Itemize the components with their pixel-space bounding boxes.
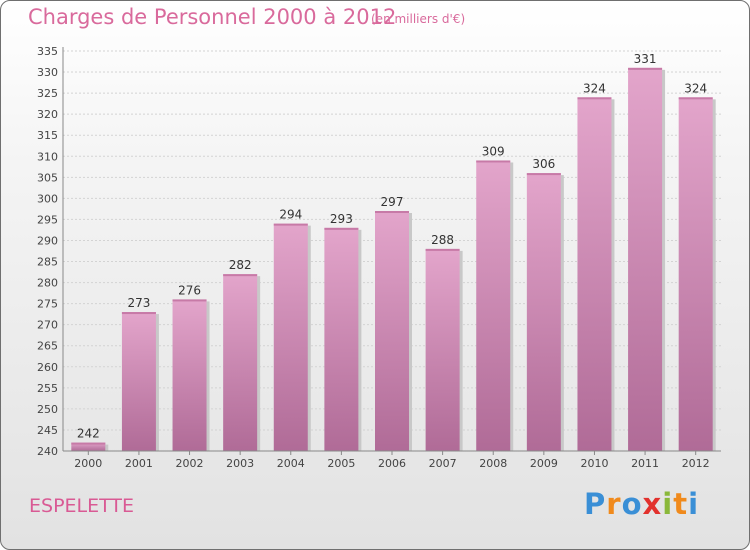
- logo-letter: i: [662, 487, 674, 521]
- y-tick-label: 295: [37, 213, 58, 226]
- x-tick-label: 2009: [530, 457, 558, 470]
- bar-top-edge: [628, 67, 663, 70]
- x-tick-label: 2006: [378, 457, 406, 470]
- bar-2009: [526, 173, 561, 451]
- y-tick-label: 270: [37, 319, 58, 332]
- x-tick-label: 2001: [125, 457, 153, 470]
- x-tick-label: 2008: [479, 457, 507, 470]
- y-tick-label: 290: [37, 234, 58, 247]
- y-tick-label: 310: [37, 150, 58, 163]
- x-tick-label: 2000: [74, 457, 102, 470]
- bar-top-edge: [121, 312, 156, 315]
- data-label: 242: [77, 427, 100, 441]
- data-label: 324: [684, 81, 707, 95]
- x-tick-label: 2011: [631, 457, 659, 470]
- logo-letter: x: [642, 487, 663, 521]
- logo-letter: P: [584, 487, 607, 521]
- bar-top-edge: [678, 97, 713, 100]
- logo-letter: o: [621, 487, 643, 521]
- y-tick-label: 320: [37, 108, 58, 121]
- bar-2002: [172, 299, 207, 451]
- data-label: 276: [178, 283, 201, 297]
- bar-top-edge: [476, 160, 511, 163]
- bar-2007: [425, 248, 460, 451]
- y-tick-label: 330: [37, 66, 58, 79]
- data-label: 293: [330, 212, 353, 226]
- bar-top-edge: [273, 223, 308, 226]
- x-tick-label: 2010: [580, 457, 608, 470]
- data-label: 309: [482, 144, 505, 158]
- bar-top-edge: [223, 274, 258, 277]
- bar-2004: [273, 223, 308, 451]
- y-tick-label: 265: [37, 340, 58, 353]
- y-tick-label: 250: [37, 403, 58, 416]
- y-tick-label: 305: [37, 171, 58, 184]
- x-tick-label: 2007: [429, 457, 457, 470]
- bar-2008: [476, 160, 511, 451]
- data-label: 273: [127, 296, 150, 310]
- y-tick-label: 285: [37, 256, 58, 269]
- chart-subtitle: (en milliers d'€): [371, 12, 466, 26]
- y-tick-label: 300: [37, 192, 58, 205]
- bar-2011: [628, 67, 663, 451]
- bar-top-edge: [324, 227, 359, 230]
- data-label: 297: [381, 195, 404, 209]
- logo-letter: i: [688, 487, 700, 521]
- data-label: 324: [583, 81, 606, 95]
- data-label: 294: [279, 208, 302, 222]
- y-tick-label: 325: [37, 87, 58, 100]
- y-tick-label: 335: [37, 45, 58, 58]
- bar-2000: [71, 442, 106, 451]
- bar-top-edge: [71, 442, 106, 445]
- x-tick-label: 2002: [176, 457, 204, 470]
- y-tick-label: 280: [37, 277, 58, 290]
- x-tick-label: 2012: [682, 457, 710, 470]
- y-tick-label: 260: [37, 361, 58, 374]
- bar-top-edge: [425, 248, 460, 251]
- bar-2001: [121, 312, 156, 451]
- logo-letter: r: [606, 487, 622, 521]
- x-tick-label: 2005: [327, 457, 355, 470]
- chart-title: Charges de Personnel 2000 à 2012: [28, 5, 397, 29]
- bar-2012: [678, 97, 713, 451]
- y-tick-label: 245: [37, 424, 58, 437]
- data-label: 306: [532, 157, 555, 171]
- x-tick-label: 2003: [226, 457, 254, 470]
- y-tick-label: 240: [37, 445, 58, 458]
- bar-2006: [375, 211, 409, 451]
- data-label: 288: [431, 233, 454, 247]
- y-tick-label: 315: [37, 129, 58, 142]
- logo-letter: t: [673, 487, 689, 521]
- x-tick-label: 2004: [277, 457, 305, 470]
- bar-top-edge: [172, 299, 207, 302]
- data-label: 282: [229, 258, 252, 272]
- bar-2005: [324, 227, 359, 451]
- bar-top-edge: [375, 211, 409, 213]
- location-name: ESPELETTE: [29, 495, 135, 517]
- bar-2003: [223, 274, 258, 451]
- bar-top-edge: [526, 173, 561, 176]
- proxiti-logo: Proxiti: [584, 487, 699, 521]
- bar-top-edge: [577, 97, 612, 100]
- y-tick-label: 275: [37, 298, 58, 311]
- data-label: 331: [634, 52, 657, 66]
- y-tick-label: 255: [37, 382, 58, 395]
- bar-2010: [577, 97, 612, 451]
